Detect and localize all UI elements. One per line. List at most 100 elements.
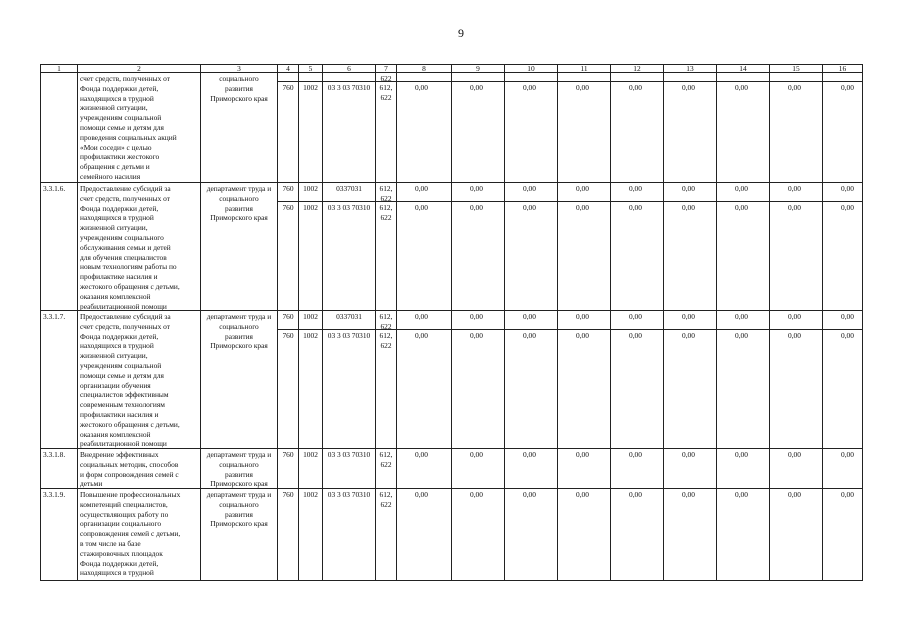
- name-line: реабилитационной помощи: [80, 439, 167, 449]
- value-cell: 0,00: [610, 201, 664, 311]
- header-text: 13: [686, 64, 694, 73]
- executor-line: департамент труда и: [206, 184, 272, 193]
- value-cell: 0,00: [716, 81, 770, 183]
- name-line: современным технологиям: [80, 400, 165, 410]
- value-cell: 0,00: [396, 329, 452, 449]
- value: 0,00: [841, 450, 854, 459]
- header-text: 1: [57, 64, 61, 73]
- value-cell: 0,00: [663, 310, 717, 330]
- value-cell: 0,00: [396, 488, 452, 581]
- row-number-cell: 3.3.1.7.: [40, 310, 78, 449]
- value: 0,00: [415, 312, 428, 321]
- value-cell: 760: [277, 81, 299, 183]
- value: 622: [380, 74, 392, 82]
- value: 0,00: [576, 312, 589, 321]
- value: 0,00: [682, 83, 695, 92]
- value: 0,00: [682, 312, 695, 321]
- executor-line: Приморского края: [210, 479, 268, 489]
- value-cell: 0,00: [557, 310, 611, 330]
- value-cell: 0,00: [663, 81, 717, 183]
- executor-line: Приморского края: [210, 341, 268, 351]
- value: 03 3 03 70310: [327, 83, 371, 92]
- value-cell: 0,00: [451, 201, 505, 311]
- value: 0,00: [841, 331, 854, 340]
- value: 760: [282, 331, 294, 340]
- header-text: 11: [580, 64, 588, 73]
- value-cell: 760: [277, 182, 299, 202]
- value: 0,00: [682, 331, 695, 340]
- executor-cell: департамент труда и социального развития Пр…: [200, 448, 278, 489]
- value: 0,00: [576, 331, 589, 340]
- value-cell: 0,00: [451, 448, 505, 489]
- value: 0,00: [415, 450, 428, 459]
- executor-line: социального: [219, 459, 259, 469]
- value: 0,00: [788, 203, 801, 212]
- name-line: компетенций специалистов,: [80, 499, 168, 509]
- value: 0,00: [841, 312, 854, 321]
- value-cell: 03 3 03 70310: [322, 81, 376, 183]
- page-number: 9: [458, 26, 464, 40]
- value: 0,00: [841, 83, 854, 92]
- name-line: детьми: [80, 479, 103, 489]
- value-cell: 612, 622: [375, 81, 397, 183]
- value-cell: 1002: [298, 448, 323, 489]
- name-line: семейного насилия: [80, 171, 141, 181]
- value: 760: [282, 312, 294, 321]
- value-cell: 0,00: [557, 182, 611, 202]
- name-line: профилактики жестокого: [80, 152, 160, 162]
- value-cell: 0,00: [663, 329, 717, 449]
- name-line: жизненной ситуации,: [80, 223, 148, 233]
- executor-line: социального: [219, 193, 259, 203]
- value-cell: 0,00: [557, 201, 611, 311]
- row-number: 3.3.1.9.: [43, 490, 66, 499]
- value: 0,00: [629, 312, 642, 321]
- value: 0,00: [841, 184, 854, 193]
- name-cell: Предоставление субсидий за счет средств, …: [77, 182, 201, 311]
- name-line: Фонда поддержки детей,: [80, 331, 159, 341]
- value: 612, 622: [379, 490, 393, 509]
- value-cell: 0,00: [396, 448, 452, 489]
- value: 760: [282, 490, 294, 499]
- value: 0,00: [523, 184, 536, 193]
- value-cell: 0,00: [716, 448, 770, 489]
- header-text: 5: [308, 64, 313, 73]
- row-number-cell: [40, 72, 78, 183]
- executor-line: социального: [219, 74, 259, 83]
- value-cell: 0,00: [822, 329, 863, 449]
- value-cell: 0,00: [396, 81, 452, 183]
- value-cell: 0,00: [663, 182, 717, 202]
- name-line: обращения с детьми и: [80, 162, 150, 172]
- value: 0,00: [629, 331, 642, 340]
- name-line: проведения социальных акций: [80, 132, 177, 142]
- header-text: 2: [137, 64, 141, 73]
- value: 0,00: [415, 83, 428, 92]
- value-cell: 0,00: [769, 81, 823, 183]
- value-cell: 760: [277, 488, 299, 581]
- value: 0,00: [682, 184, 695, 193]
- value: 760: [282, 83, 294, 92]
- name-line: находящихся в трудной: [80, 93, 154, 103]
- header-text: 14: [739, 64, 747, 73]
- value-cell: 0337031: [322, 182, 376, 202]
- value: 0,00: [523, 331, 536, 340]
- value-cell: 0,00: [716, 310, 770, 330]
- value: 0,00: [682, 450, 695, 459]
- value-cell: 0,00: [769, 310, 823, 330]
- name-line: Предоставление субсидий за: [80, 312, 171, 321]
- value: 0,00: [735, 83, 748, 92]
- executor-line: департамент труда и: [206, 490, 272, 499]
- value-cell: 1002: [298, 488, 323, 581]
- value: 0,00: [788, 331, 801, 340]
- value: 03 3 03 70310: [327, 331, 371, 340]
- name-line: Повышение профессиональных: [80, 490, 181, 499]
- header-text: 9: [476, 64, 480, 73]
- value: 0,00: [470, 490, 483, 499]
- value-cell: 0,00: [716, 488, 770, 581]
- name-cell: Предоставление субсидий за счет средств, …: [77, 310, 201, 449]
- value-cell: 0,00: [451, 182, 505, 202]
- value-cell: 0,00: [504, 201, 558, 311]
- value-cell: 0,00: [769, 329, 823, 449]
- value-cell: 1002: [298, 182, 323, 202]
- value: 0,00: [576, 203, 589, 212]
- value: 0,00: [629, 450, 642, 459]
